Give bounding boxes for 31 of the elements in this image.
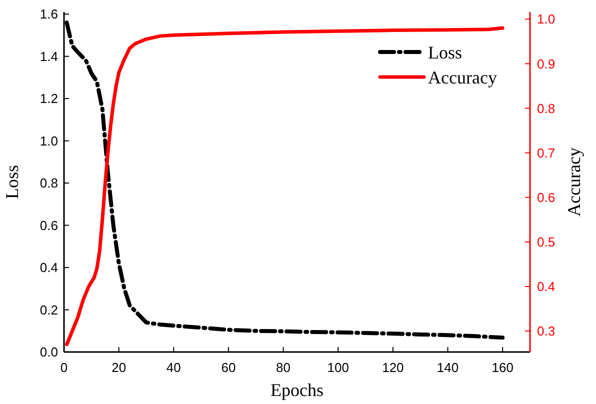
x-tick-label: 140 (436, 360, 459, 375)
x-tick-label: 40 (166, 360, 181, 375)
y-tick-label: 0.6 (40, 218, 58, 233)
y2-axis-title: Accuracy (564, 148, 584, 216)
y2-tick-label: 0.6 (537, 190, 556, 205)
y-tick-label: 1.6 (40, 6, 58, 22)
y-tick-label: 1.2 (40, 91, 58, 106)
y-tick-label: 0.2 (40, 302, 58, 318)
y2-tick-label: 0.5 (537, 234, 556, 250)
y-tick-label: 1.4 (40, 48, 58, 64)
legend-label: Loss (428, 42, 462, 62)
y-tick-label: 0.4 (40, 260, 58, 276)
x-tick-label: 20 (112, 360, 126, 375)
y-tick-label: 0.0 (40, 344, 58, 360)
y2-tick-label: 0.3 (537, 324, 556, 339)
y2-tick-label: 0.8 (537, 100, 556, 116)
y-tick-label: 1.0 (40, 133, 58, 148)
y2-tick-label: 0.9 (537, 56, 556, 72)
x-axis-title: Epochs (270, 380, 324, 400)
legend-label: Accuracy (428, 67, 497, 88)
y2-tick-label: 1.0 (537, 12, 556, 27)
y2-tick-label: 0.4 (537, 279, 556, 294)
x-tick-label: 60 (221, 360, 236, 375)
x-tick-label: 160 (492, 360, 514, 375)
y-tick-label: 0.8 (40, 176, 58, 191)
x-tick-label: 120 (382, 360, 404, 375)
y-axis-title: Loss (2, 164, 22, 200)
y2-tick-label: 0.7 (537, 145, 556, 160)
x-tick-label: 0 (60, 360, 68, 375)
x-tick-label: 80 (276, 360, 291, 375)
x-tick-label: 100 (327, 360, 349, 375)
